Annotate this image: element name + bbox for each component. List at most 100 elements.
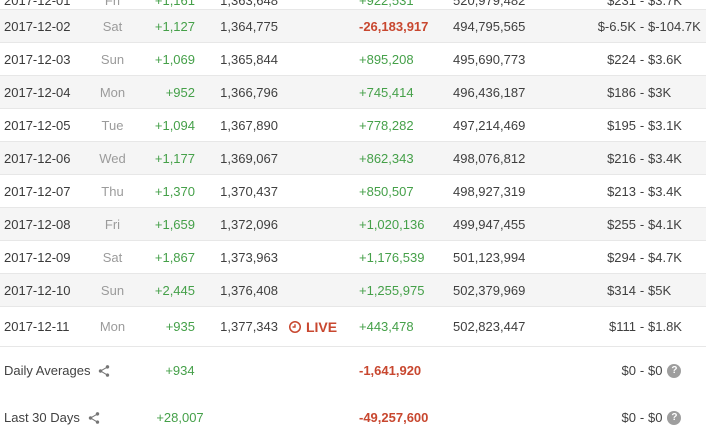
usd-high: $4.1K — [648, 216, 682, 232]
usd-range-cell: $0 - $0 ? — [530, 410, 706, 425]
value-change-cell: +1,020,136 — [359, 216, 425, 232]
usd-range-separator: - — [639, 117, 645, 133]
usd-high-value: $0 — [648, 363, 663, 378]
value-change-cell: +850,507 — [359, 183, 414, 199]
share-button[interactable] — [87, 411, 101, 425]
running-total-cell: 1,376,408 — [220, 282, 278, 298]
usd-range-cell: $314 - $5K — [530, 283, 706, 298]
usd-low: $213 — [607, 183, 636, 199]
usd-high: $3K — [648, 84, 672, 100]
value-change-cell: +1,176,539 — [359, 249, 425, 265]
usd-low: $314 — [607, 282, 636, 298]
daily-change-cell: +1,069 — [154, 51, 195, 67]
value-total-cell: 502,823,447 — [453, 319, 526, 334]
summary-label: Daily Averages — [4, 363, 91, 378]
daily-change-cell: +952 — [165, 84, 195, 100]
usd-range-separator: - — [639, 249, 645, 265]
value-change-cell: +862,343 — [359, 150, 414, 166]
usd-low: $216 — [607, 150, 636, 166]
usd-range-separator: - — [639, 150, 645, 166]
usd-high: $3.7K — [648, 0, 682, 8]
table-row-partial: 2017-12-01 Fri +1,161 1,363,648 +922,531… — [0, 0, 706, 10]
value-change-cell: +778,282 — [359, 117, 414, 133]
date-cell: 2017-12-09 — [4, 249, 71, 265]
running-total-cell: 1,366,796 — [220, 84, 278, 100]
value-change-cell: +1,255,975 — [359, 282, 425, 298]
usd-low: $195 — [607, 117, 636, 133]
usd-range-cell: $111 - $1.8K — [530, 319, 706, 334]
table-row: 2017-12-11 Mon +935 1,377,343 LIVE +443,… — [0, 307, 706, 347]
share-icon — [99, 364, 110, 377]
table-row: 2017-12-10 Sun +2,445 1,376,408 +1,255,9… — [0, 274, 706, 307]
weekday-cell: Mon — [99, 319, 126, 334]
usd-low: $0 — [621, 363, 636, 378]
weekday-cell: Tue — [101, 117, 124, 133]
help-icon[interactable]: ? — [667, 363, 682, 378]
usd-range-separator: - — [639, 410, 645, 425]
usd-range-cell: $213 - $3.4K — [530, 184, 706, 199]
usd-range-separator: - — [639, 282, 645, 298]
value-change-cell: +745,414 — [359, 84, 414, 100]
table-row: 2017-12-08 Fri +1,659 1,372,096 +1,020,1… — [0, 208, 706, 241]
help-icon[interactable]: ? — [667, 410, 682, 425]
usd-range-separator: - — [639, 84, 645, 100]
daily-change-cell: +1,094 — [154, 117, 195, 133]
summary-label-cell: Daily Averages — [0, 363, 128, 378]
table-row: 2017-12-07 Thu +1,370 1,370,437 +850,507… — [0, 175, 706, 208]
value-change-cell: +443,478 — [359, 319, 414, 334]
running-total-cell: 1,363,648 — [220, 0, 278, 8]
value-total-cell: 498,927,319 — [453, 183, 526, 199]
weekday-cell: Sat — [102, 18, 123, 34]
live-badge: LIVE — [288, 319, 337, 335]
table-row: 2017-12-09 Sat +1,867 1,373,963 +1,176,5… — [0, 241, 706, 274]
usd-low: $255 — [607, 216, 636, 232]
date-cell: 2017-12-05 — [4, 117, 71, 133]
usd-range-separator: - — [639, 319, 645, 334]
summary-value-change: -1,641,920 — [359, 363, 422, 378]
summary-row-last-30-days: Last 30 Days +28,007 -49,257,600 $0 - $0… — [0, 394, 706, 436]
weekday-cell: Wed — [99, 150, 126, 166]
value-total-cell: 497,214,469 — [453, 117, 526, 133]
weekday-cell: Sun — [100, 51, 125, 67]
running-total-cell: 1,372,096 — [220, 216, 278, 232]
summary-value-change: -49,257,600 — [359, 410, 429, 425]
usd-range-cell: $186 - $3K — [530, 85, 706, 100]
weekday-cell: Sun — [100, 282, 125, 298]
share-button[interactable] — [97, 364, 111, 378]
usd-high: $-104.7K — [648, 18, 701, 34]
weekday-cell: Fri — [104, 216, 121, 232]
usd-high: $0 ? — [648, 363, 706, 378]
usd-range-separator: - — [639, 18, 645, 34]
running-total-cell: 1,369,067 — [220, 150, 278, 166]
usd-high: $3.6K — [648, 51, 682, 67]
usd-range-separator: - — [639, 216, 645, 232]
usd-high: $3.1K — [648, 117, 682, 133]
share-icon — [88, 411, 100, 424]
running-total-cell: 1,367,890 — [220, 117, 278, 133]
value-total-cell: 498,076,812 — [453, 150, 526, 166]
value-change-cell: +895,208 — [359, 51, 414, 67]
summary-label: Last 30 Days — [4, 410, 80, 425]
value-total-cell: 494,795,565 — [453, 18, 526, 34]
usd-range-cell: $216 - $3.4K — [530, 151, 706, 166]
value-change-cell: +922,531 — [359, 0, 414, 8]
date-cell: 2017-12-02 — [4, 18, 71, 34]
table-row: 2017-12-04 Mon +952 1,366,796 +745,414 4… — [0, 76, 706, 109]
daily-change-cell: +1,127 — [154, 18, 195, 34]
usd-range-cell: $294 - $4.7K — [530, 250, 706, 265]
value-total-cell: 520,979,482 — [453, 0, 526, 8]
usd-range-cell: $195 - $3.1K — [530, 118, 706, 133]
table-row: 2017-12-05 Tue +1,094 1,367,890 +778,282… — [0, 109, 706, 142]
value-total-cell: 499,947,455 — [453, 216, 526, 232]
usd-high: $0 ? — [648, 410, 706, 425]
running-total-cell: 1,364,775 — [220, 18, 278, 34]
date-cell: 2017-12-11 — [4, 319, 70, 334]
table-row: 2017-12-02 Sat +1,127 1,364,775 -26,183,… — [0, 10, 706, 43]
live-cell: LIVE — [280, 319, 345, 335]
date-cell: 2017-12-06 — [4, 150, 71, 166]
usd-high: $3.4K — [648, 183, 682, 199]
value-total-cell: 502,379,969 — [453, 282, 526, 298]
daily-change-cell: +1,659 — [154, 216, 195, 232]
running-total-cell: 1,377,343 — [220, 319, 278, 334]
usd-range-cell: $255 - $4.1K — [530, 217, 706, 232]
